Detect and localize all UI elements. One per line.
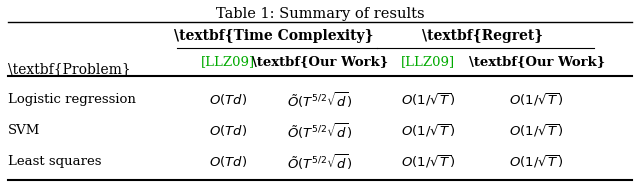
Text: [LLZ09]: [LLZ09] (401, 55, 456, 68)
Text: \textbf{Our Work}: \textbf{Our Work} (252, 55, 388, 68)
Text: $O(Td)$: $O(Td)$ (209, 92, 246, 107)
Text: \textbf{Problem}: \textbf{Problem} (8, 62, 131, 76)
Text: \textbf{Time Complexity}: \textbf{Time Complexity} (174, 29, 374, 43)
Text: $O(Td)$: $O(Td)$ (209, 123, 246, 138)
Text: Least squares: Least squares (8, 155, 101, 168)
Text: Logistic regression: Logistic regression (8, 93, 136, 106)
Text: $\tilde{O}(T^{5/2}\sqrt{d})$: $\tilde{O}(T^{5/2}\sqrt{d})$ (287, 121, 353, 141)
Text: $O(1/\sqrt{T})$: $O(1/\sqrt{T})$ (509, 153, 564, 170)
Text: $O(1/\sqrt{T})$: $O(1/\sqrt{T})$ (509, 122, 564, 139)
Text: $O(Td)$: $O(Td)$ (209, 154, 246, 169)
Text: [LLZ09]: [LLZ09] (200, 55, 255, 68)
Text: \textbf{Our Work}: \textbf{Our Work} (468, 55, 605, 68)
Text: $\tilde{O}(T^{5/2}\sqrt{d})$: $\tilde{O}(T^{5/2}\sqrt{d})$ (287, 152, 353, 172)
Text: Table 1: Summary of results: Table 1: Summary of results (216, 7, 424, 21)
Text: $O(1/\sqrt{T})$: $O(1/\sqrt{T})$ (401, 91, 456, 108)
Text: SVM: SVM (8, 124, 40, 137)
Text: $O(1/\sqrt{T})$: $O(1/\sqrt{T})$ (401, 153, 456, 170)
Text: $\tilde{O}(T^{5/2}\sqrt{d})$: $\tilde{O}(T^{5/2}\sqrt{d})$ (287, 90, 353, 110)
Text: \textbf{Regret}: \textbf{Regret} (422, 29, 543, 43)
Text: $O(1/\sqrt{T})$: $O(1/\sqrt{T})$ (509, 91, 564, 108)
Text: $O(1/\sqrt{T})$: $O(1/\sqrt{T})$ (401, 122, 456, 139)
